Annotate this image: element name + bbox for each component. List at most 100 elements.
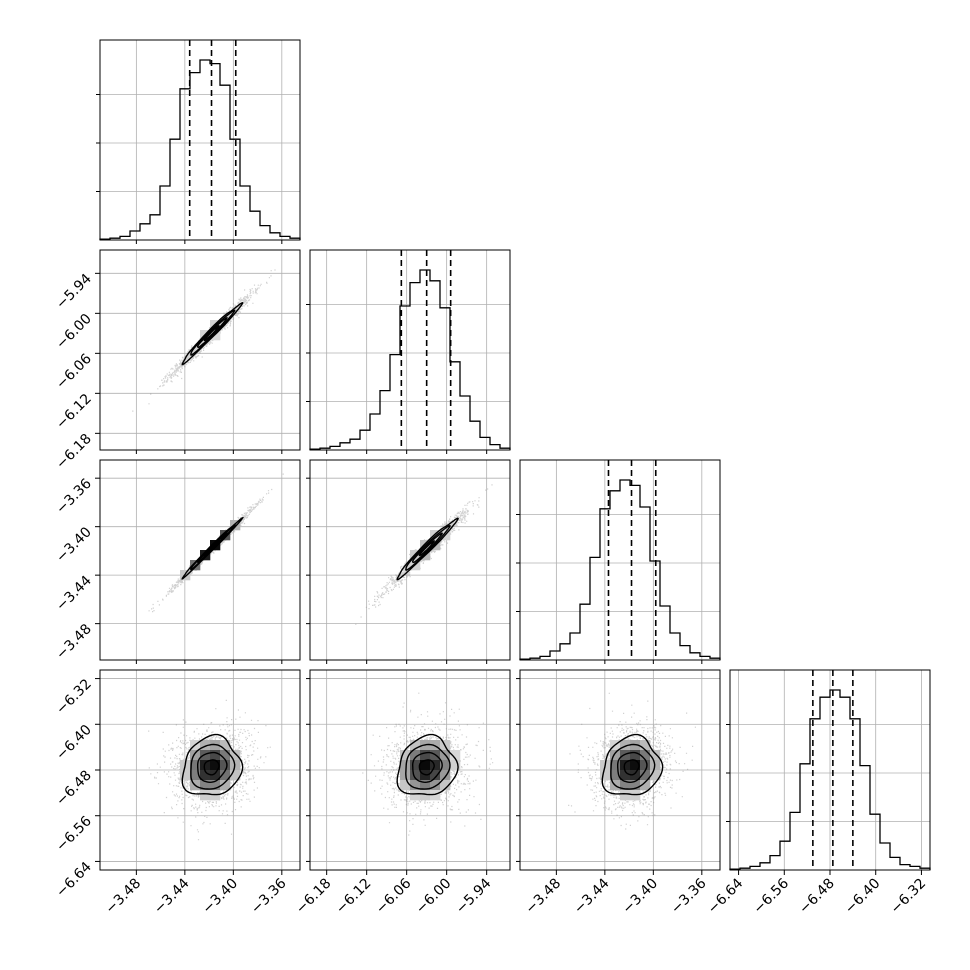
y-tick-label: −6.18 [53, 431, 95, 473]
density-cell [420, 750, 431, 761]
density-cell [620, 780, 631, 791]
density-cell [410, 760, 421, 771]
density-cell [420, 780, 431, 791]
density-panel-1-3 [309, 669, 511, 871]
density-cell [630, 780, 641, 791]
density-cell [400, 750, 411, 761]
density-cell [200, 780, 211, 791]
contour-level-1 [197, 751, 228, 784]
density-cell [190, 560, 201, 571]
x-tick-label: −6.48 [796, 876, 838, 918]
histogram-step-1 [309, 269, 511, 450]
x-tick-label: −3.44 [151, 875, 193, 917]
x-tick-label: −5.94 [453, 875, 495, 917]
density-cell [610, 750, 621, 761]
panel-frame [99, 459, 301, 661]
density-cell [200, 790, 211, 801]
density-cell [180, 770, 191, 781]
panel-frame [519, 459, 721, 661]
x-tick-label: −6.12 [333, 876, 375, 918]
y-tick-label: −6.06 [53, 351, 95, 393]
density-cell [620, 790, 631, 801]
density-cell [620, 740, 631, 751]
x-tick-label: −6.00 [413, 876, 455, 918]
contour-level-0 [203, 759, 220, 776]
histogram-step-3 [729, 689, 931, 870]
x-tick-label: −6.40 [842, 876, 884, 918]
scatter-points [568, 692, 696, 830]
density-cell [210, 760, 221, 771]
contour-level-0 [418, 759, 435, 776]
x-tick-label: −6.06 [373, 875, 415, 917]
contour-level-2 [190, 743, 236, 790]
y-tick-label: −6.64 [53, 859, 95, 901]
density-cell [620, 750, 631, 761]
contour-level-3 [396, 733, 459, 796]
contour-level-2 [405, 524, 451, 571]
y-tick-label: −6.56 [53, 813, 95, 855]
density-cell [430, 740, 441, 751]
density-cell [190, 770, 201, 781]
density-cell [430, 770, 441, 781]
histogram-panel-1 [306, 249, 511, 451]
x-tick-label: −3.40 [200, 876, 242, 918]
density-cell [230, 750, 241, 761]
density-cell [630, 760, 641, 771]
y-tick-label: −6.40 [53, 722, 95, 764]
contour-level-3 [181, 517, 245, 580]
density-panel-0-3 [99, 669, 301, 871]
contour-level-1 [412, 532, 443, 564]
density-cell [210, 780, 221, 791]
density-cell [200, 750, 211, 761]
contour-level-0 [623, 759, 640, 776]
density-cell [420, 760, 431, 771]
density-cell [440, 760, 451, 771]
density-cell [410, 790, 421, 801]
x-tick-label: −3.44 [571, 875, 613, 917]
density-cell [400, 760, 411, 771]
x-tick-label: −6.56 [750, 875, 792, 917]
density-cell [630, 750, 641, 761]
density-cell [440, 770, 451, 781]
density-cell [200, 740, 211, 751]
density-cell [640, 770, 651, 781]
contour-level-0 [203, 324, 220, 342]
density-cell [610, 760, 621, 771]
density-cell [410, 740, 421, 751]
contour-level-2 [610, 743, 656, 790]
y-tick-label: −3.44 [53, 573, 95, 615]
density-cell [230, 770, 241, 781]
contour-level-1 [617, 751, 648, 784]
x-tick-label: −6.18 [293, 876, 335, 918]
density-cell [450, 760, 461, 771]
density-cell [430, 790, 441, 801]
density-cell [410, 750, 421, 761]
density-cell [650, 770, 661, 781]
density-cell [430, 780, 441, 791]
density-cell [440, 780, 451, 791]
density-cell [620, 770, 631, 781]
density-cell [600, 770, 611, 781]
density-cell [430, 760, 441, 771]
contour-level-2 [405, 743, 451, 790]
density-cell [640, 740, 651, 751]
histogram-step-0 [99, 59, 301, 240]
y-tick-label: −6.12 [53, 391, 95, 433]
x-tick-label: −3.36 [668, 875, 710, 917]
density-panel-0-2 [99, 459, 301, 661]
y-tick-label: −5.94 [53, 271, 95, 313]
contour-level-1 [412, 751, 443, 784]
density-cell [410, 770, 421, 781]
y-tick-label: −3.48 [53, 621, 95, 663]
density-cell [190, 750, 201, 761]
density-cell [400, 770, 411, 781]
histogram-panel-3 [726, 669, 931, 871]
x-tick-label: −6.64 [705, 875, 747, 917]
density-panel-0-1 [99, 249, 301, 451]
panel-frame [309, 459, 511, 661]
density-cell [220, 750, 231, 761]
density-cell [450, 750, 461, 761]
x-tick-label: −3.48 [523, 876, 565, 918]
density-cell [220, 760, 231, 771]
